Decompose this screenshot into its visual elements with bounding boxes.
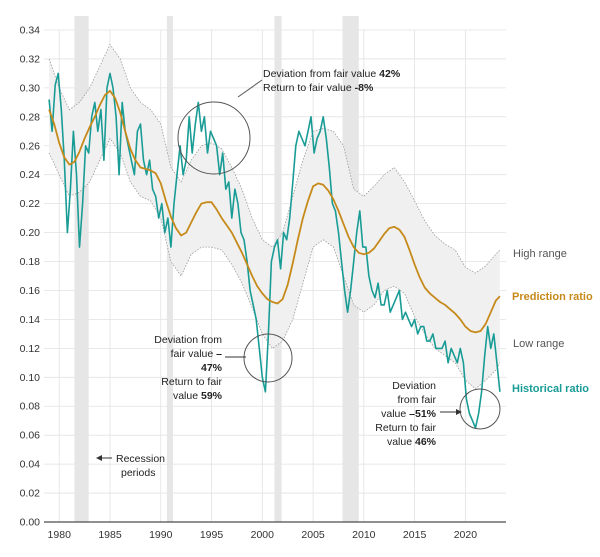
annotation-2000-line2: fair value – xyxy=(171,348,223,360)
y-tick-label: 0.32 xyxy=(20,53,41,65)
recession-legend-label-2: periods xyxy=(121,467,155,479)
y-tick-label: 0.12 xyxy=(20,343,41,355)
y-tick-label: 0.04 xyxy=(20,459,41,471)
annotation-2000-line4: Return to fair xyxy=(161,376,222,388)
y-tick-label: 0.30 xyxy=(20,82,41,94)
annotation-2021-line5: value 46% xyxy=(387,436,437,448)
annotation-circle-2000 xyxy=(243,333,293,383)
annotation-2021-line4: Return to fair xyxy=(375,422,436,434)
annotation-circle-2021 xyxy=(459,388,501,430)
historical-ratio-line xyxy=(48,72,501,429)
y-tick-label: 0.34 xyxy=(20,25,41,37)
y-tick-label: 0.16 xyxy=(20,285,41,297)
y-tick-label: 0.26 xyxy=(20,140,41,152)
y-tick-label: 0.22 xyxy=(20,198,41,210)
annotation-2000-line5: value 59% xyxy=(173,390,223,402)
x-tick-label: 2005 xyxy=(301,529,325,541)
y-tick-label: 0.10 xyxy=(20,372,41,384)
recession-bar-1 xyxy=(166,16,173,522)
y-tick-label: 0.06 xyxy=(20,430,41,442)
legend-low-range: Low range xyxy=(513,338,564,350)
x-tick-label: 2015 xyxy=(403,529,427,541)
y-tick-label: 0.20 xyxy=(20,227,41,239)
annotation-2000-line1: Deviation from xyxy=(154,334,222,346)
y-tick-label: 0.28 xyxy=(20,111,41,123)
axes: 0.00 0.02 0.04 0.06 0.08 0.10 0.12 0.14 0.16 0.18… xyxy=(20,25,506,541)
recession-legend-label-1: Recession xyxy=(116,453,165,465)
range-band-fill xyxy=(49,44,500,389)
x-tick-label: 1985 xyxy=(98,529,122,541)
high-range-line xyxy=(48,43,501,274)
series-lines xyxy=(48,72,501,429)
y-tick-label: 0.08 xyxy=(20,401,41,413)
legend-prediction-ratio: Prediction ratio xyxy=(512,291,593,303)
prediction-ratio-line xyxy=(48,89,501,334)
x-tick-label: 1995 xyxy=(200,529,224,541)
x-tick-label: 2010 xyxy=(352,529,376,541)
annotation-2021-line1: Deviation xyxy=(392,380,436,392)
annotation-2000-line3: 47% xyxy=(201,362,223,374)
legend-high-range: High range xyxy=(513,248,567,260)
fair-value-range-band xyxy=(48,43,501,390)
recession-bar-0 xyxy=(74,16,89,522)
y-tick-label: 0.00 xyxy=(20,517,41,529)
x-tick-label: 2000 xyxy=(251,529,275,541)
annotation-1995-line1: Deviation from fair value 42% xyxy=(263,68,401,80)
legend-historical-ratio: Historical ratio xyxy=(512,383,589,395)
low-range-line xyxy=(48,137,501,390)
annotation-2021-line2: from fair xyxy=(397,394,436,406)
x-tick-label: 2020 xyxy=(454,529,478,541)
annotation-1995-line2: Return to fair value -8% xyxy=(263,82,374,94)
annotation-arrowhead-2021 xyxy=(456,409,462,415)
y-tick-label: 0.14 xyxy=(20,314,41,326)
x-tick-label: 1980 xyxy=(48,529,72,541)
recession-legend-arrow-icon xyxy=(96,455,102,461)
annotation-circle-1995 xyxy=(177,101,251,175)
annotation-2021-line3: value –51% xyxy=(381,408,437,420)
y-tick-label: 0.18 xyxy=(20,256,41,268)
annotation-leader-1995 xyxy=(237,79,263,98)
y-tick-label: 0.02 xyxy=(20,488,41,500)
y-tick-label: 0.24 xyxy=(20,169,41,181)
x-tick-label: 1990 xyxy=(149,529,173,541)
